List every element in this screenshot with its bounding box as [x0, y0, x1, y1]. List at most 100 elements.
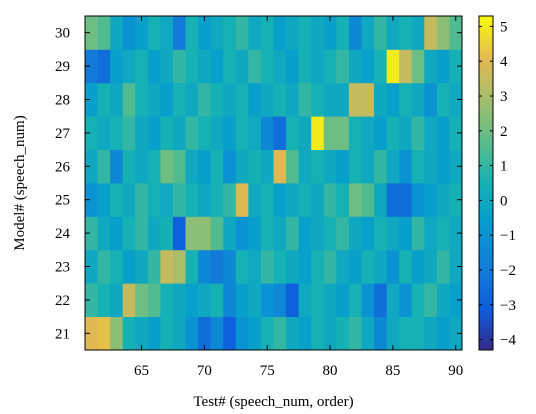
- heatmap-cell: [235, 216, 249, 251]
- heatmap-cell: [449, 216, 463, 251]
- heatmap-cell: [374, 116, 387, 150]
- heatmap-cell: [160, 116, 174, 150]
- heatmap-cell: [311, 82, 325, 117]
- heatmap-cell: [361, 283, 375, 317]
- heatmap-cell: [336, 82, 350, 117]
- heatmap-cell: [248, 216, 262, 251]
- heatmap-cell: [336, 249, 350, 284]
- heatmap-cell: [97, 116, 111, 150]
- heatmap-cell: [436, 316, 450, 351]
- heatmap-cell: [260, 149, 274, 184]
- heatmap-cell: [348, 116, 362, 150]
- heatmap-cell: [185, 149, 199, 184]
- x-axis: 65 70 75 80 85 90: [134, 16, 463, 379]
- heatmap-cell: [336, 183, 350, 217]
- heatmap-cell: [235, 283, 249, 317]
- heatmap-cell: [436, 16, 450, 50]
- heatmap-cell: [374, 183, 387, 217]
- heatmap-cell: [185, 216, 199, 251]
- heatmap-cell: [424, 149, 438, 184]
- heatmap-cell: [436, 249, 450, 284]
- heatmap-cell: [172, 216, 186, 251]
- heatmap-cell: [210, 82, 224, 117]
- heatmap-cell: [160, 249, 174, 284]
- heatmap-cell: [386, 216, 400, 251]
- heatmap-cell: [386, 49, 400, 84]
- heatmap-cell: [223, 183, 237, 217]
- heatmap-cell: [286, 283, 300, 317]
- heatmap-cell: [361, 116, 375, 150]
- heatmap-cell: [160, 16, 174, 50]
- heatmap-cell: [248, 16, 262, 50]
- heatmap-cell: [122, 49, 136, 84]
- heatmap-cell: [223, 316, 237, 351]
- heatmap-cell: [110, 149, 124, 184]
- heatmap-cell: [323, 283, 337, 317]
- heatmap-cell: [336, 16, 350, 50]
- heatmap-cell: [85, 149, 98, 184]
- y-axis-label: Model# (speech_num): [12, 115, 28, 250]
- heatmap-cell: [97, 82, 111, 117]
- y-tick-label: 29: [55, 59, 70, 75]
- heatmap-cell: [85, 183, 98, 217]
- heatmap-cell: [424, 49, 438, 84]
- heatmap-cell: [198, 183, 212, 217]
- heatmap-cell: [235, 149, 249, 184]
- heatmap-cells: [85, 16, 463, 351]
- heatmap-cell: [260, 82, 274, 117]
- heatmap-cell: [248, 149, 262, 184]
- heatmap-cell: [449, 249, 463, 284]
- heatmap-cell: [273, 283, 287, 317]
- heatmap-cell: [286, 216, 300, 251]
- heatmap-cell: [273, 183, 287, 217]
- heatmap-cell: [135, 16, 149, 50]
- heatmap-cell: [172, 16, 186, 50]
- y-tick-label: 23: [55, 260, 70, 276]
- colorbar-tick-label: −1: [500, 228, 516, 244]
- heatmap-cell: [223, 149, 237, 184]
- y-axis: 21 22 23 24 25 26 27 28 29 30: [55, 26, 462, 342]
- heatmap-cell: [386, 82, 400, 117]
- colorbar-tick-label: 2: [500, 124, 508, 140]
- heatmap-cell: [135, 216, 149, 251]
- heatmap-cell: [248, 316, 262, 351]
- heatmap-cell: [336, 116, 350, 150]
- heatmap-cell: [348, 49, 362, 84]
- heatmap-cell: [298, 216, 312, 251]
- heatmap-cell: [235, 82, 249, 117]
- y-tick-label: 25: [55, 193, 70, 209]
- heatmap-cell: [110, 283, 124, 317]
- heatmap-cell: [323, 316, 337, 351]
- heatmap-cell: [135, 316, 149, 351]
- heatmap-cell: [235, 16, 249, 50]
- heatmap-cell: [361, 82, 375, 117]
- heatmap-cell: [286, 16, 300, 50]
- heatmap-cell: [298, 316, 312, 351]
- heatmap-cell: [210, 216, 224, 251]
- heatmap-cell: [436, 216, 450, 251]
- heatmap-cell: [348, 82, 362, 117]
- heatmap-cell: [135, 149, 149, 184]
- heatmap-cell: [147, 249, 161, 284]
- plot-frame: [84, 15, 463, 351]
- heatmap-cell: [172, 82, 186, 117]
- heatmap-cell: [122, 249, 136, 284]
- heatmap-cell: [185, 183, 199, 217]
- heatmap-cell: [424, 82, 438, 117]
- heatmap-cell: [210, 16, 224, 50]
- heatmap-cell: [424, 116, 438, 150]
- heatmap-cell: [449, 82, 463, 117]
- colorbar-tick-label: −4: [500, 333, 516, 349]
- heatmap-cell: [110, 316, 124, 351]
- heatmap-cell: [374, 216, 387, 251]
- heatmap-cell: [386, 283, 400, 317]
- heatmap-cell: [449, 16, 463, 50]
- heatmap-cell: [172, 183, 186, 217]
- heatmap-cell: [198, 283, 212, 317]
- heatmap-cell: [248, 116, 262, 150]
- heatmap-cell: [198, 316, 212, 351]
- heatmap-cell: [85, 82, 98, 117]
- heatmap-cell: [135, 82, 149, 117]
- heatmap-cell: [348, 16, 362, 50]
- heatmap-cell: [185, 249, 199, 284]
